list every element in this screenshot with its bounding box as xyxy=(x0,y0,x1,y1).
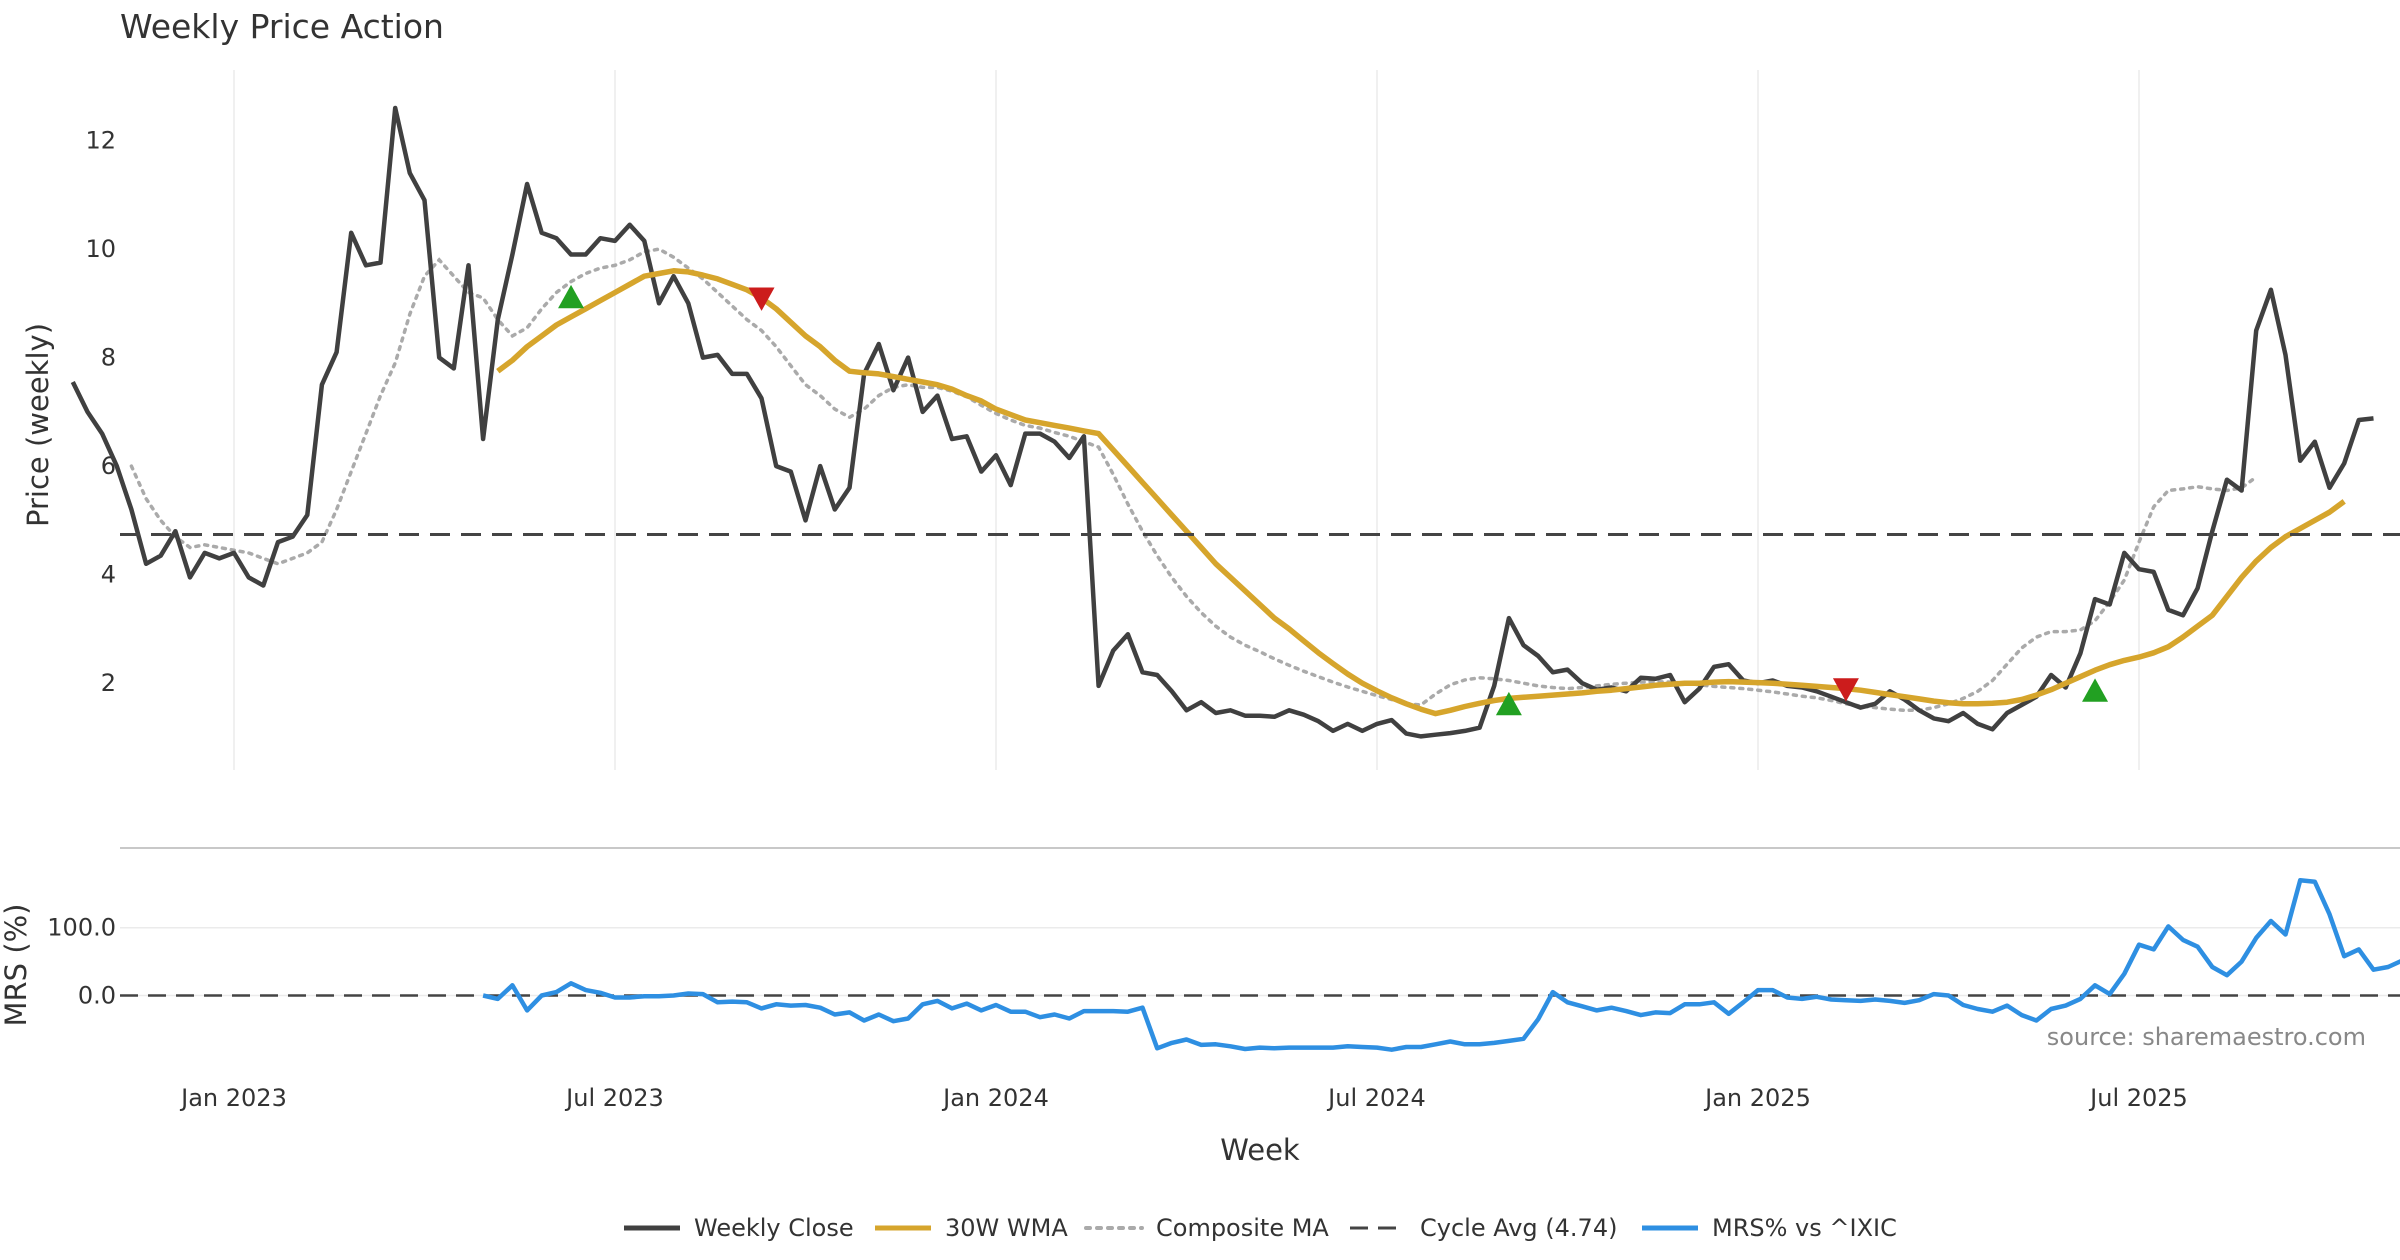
price-y-tick-label: 8 xyxy=(101,344,116,372)
mrs-y-axis-label: MRS (%) xyxy=(0,904,33,1027)
x-axis-label: Week xyxy=(1220,1133,1300,1167)
legend-label: Composite MA xyxy=(1156,1214,1329,1242)
buy-signal-marker xyxy=(558,284,585,309)
price-y-axis-label: Price (weekly) xyxy=(21,323,55,527)
wma-30w-line xyxy=(496,268,2346,717)
legend: Weekly Close 30W WMA Composite MA Cycle Avg… xyxy=(624,1214,1897,1242)
source-note: source: sharemaestro.com xyxy=(2047,1023,2366,1051)
mrs-series xyxy=(120,878,2400,1052)
mrs-y-ticks: 0.0 100.0 xyxy=(47,914,116,1010)
price-series xyxy=(70,105,2400,739)
x-tick-label: Jul 2023 xyxy=(564,1084,664,1112)
weekly-close-line xyxy=(70,105,2374,739)
mrs-y-tick-label: 100.0 xyxy=(47,914,116,942)
sell-signal-marker xyxy=(748,287,775,311)
x-tick-label: Jan 2023 xyxy=(179,1084,287,1112)
chart-title: Weekly Price Action xyxy=(120,7,444,46)
mrs-line xyxy=(482,878,2400,1052)
price-y-tick-label: 2 xyxy=(101,669,116,697)
x-tick-label: Jul 2024 xyxy=(1326,1084,1426,1112)
price-y-tick-label: 12 xyxy=(85,127,116,155)
x-tick-label: Jul 2025 xyxy=(2088,1084,2188,1112)
mrs-panel-grid xyxy=(120,926,2400,997)
sell-signal-marker xyxy=(1832,678,1859,702)
x-tick-label: Jan 2025 xyxy=(1703,1084,1811,1112)
composite-ma-line xyxy=(129,247,2258,713)
price-y-tick-label: 4 xyxy=(101,561,116,589)
buy-signal-marker xyxy=(2082,678,2109,702)
price-y-tick-label: 10 xyxy=(85,235,116,263)
signal-markers xyxy=(558,284,2109,716)
buy-signal-marker xyxy=(1495,691,1522,716)
price-panel-grid xyxy=(233,70,2140,770)
x-tick-label: Jan 2024 xyxy=(941,1084,1049,1112)
legend-label: Weekly Close xyxy=(694,1214,854,1242)
legend-label: MRS% vs ^IXIC xyxy=(1712,1214,1897,1242)
legend-label: 30W WMA xyxy=(945,1214,1068,1242)
x-axis-ticks: Jan 2023 Jul 2023 Jan 2024 Jul 2024 Jan 2025… xyxy=(179,1084,2188,1112)
legend-label: Cycle Avg (4.74) xyxy=(1420,1214,1617,1242)
mrs-y-tick-label: 0.0 xyxy=(78,981,116,1009)
